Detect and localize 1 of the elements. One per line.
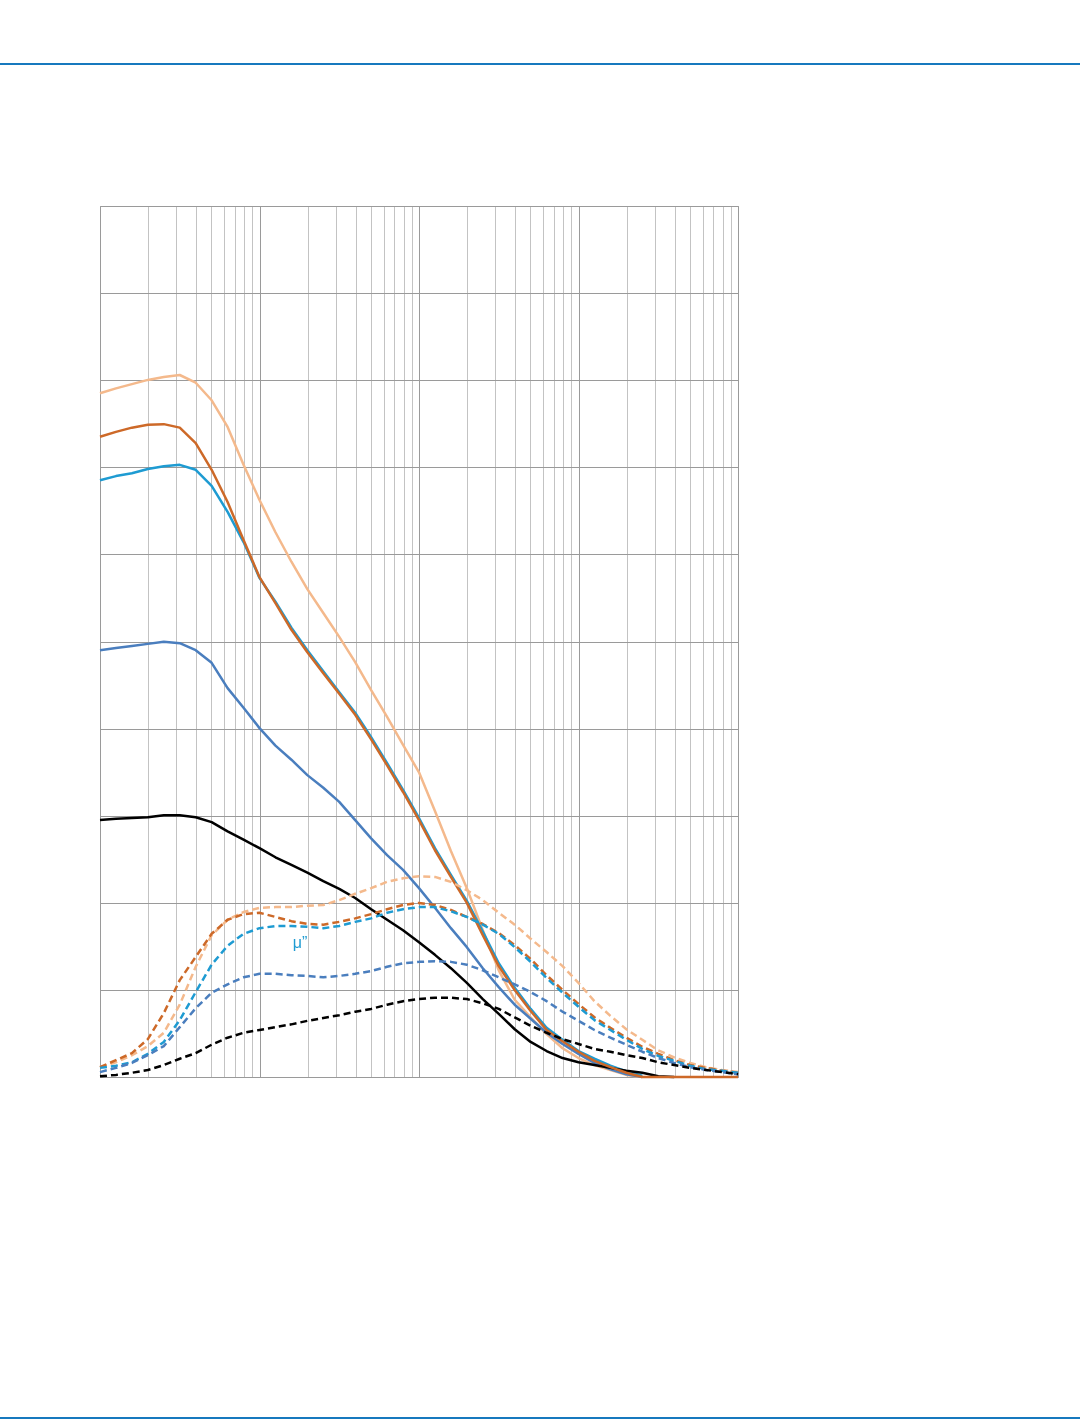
series-label: μ”: [292, 933, 308, 951]
